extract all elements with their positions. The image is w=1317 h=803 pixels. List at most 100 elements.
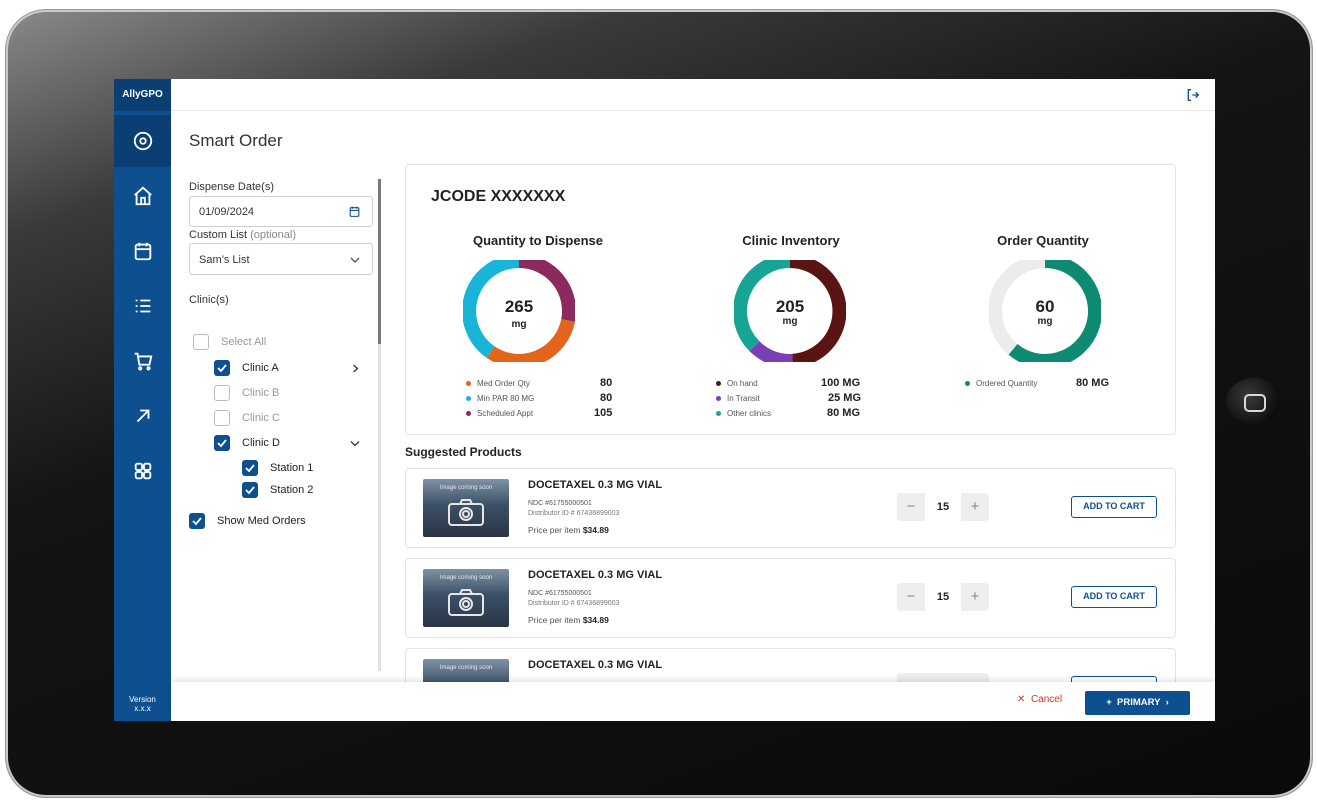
location-icon (133, 131, 152, 151)
legend-dot (716, 411, 721, 417)
clinic-c-label: Clinic C (242, 412, 280, 424)
check-icon (217, 364, 227, 373)
segment-med-order-qty (486, 318, 575, 362)
legend-label: Min PAR 80 MG (477, 394, 535, 403)
legend-in-transit: In Transit (716, 394, 760, 403)
donut-clinic-inventory (734, 260, 846, 362)
increment-button[interactable]: + (970, 498, 980, 515)
custom-list-label: Custom List (optional) (189, 229, 296, 241)
clinic-a-label: Clinic A (242, 362, 279, 374)
decrement-button[interactable]: − (906, 588, 916, 605)
check-icon (192, 517, 202, 526)
add-to-cart-button[interactable]: ADD TO CART (1071, 496, 1157, 518)
product-ndc: NDC #61755000501 (528, 500, 592, 507)
segment-other-clinics (734, 260, 791, 352)
order-unit: mg (1037, 316, 1053, 327)
quantity-value[interactable]: 15 (925, 583, 961, 611)
nav-calendar[interactable] (114, 225, 171, 277)
product-price: Price per item $34.89 (528, 525, 609, 535)
chevron-right-icon: › (1165, 697, 1169, 708)
price-label: Price per item (528, 525, 581, 535)
list-icon (135, 299, 150, 313)
filter-scrollbar[interactable] (378, 179, 381, 671)
app-screen: AllyGPO Version x.x.x Smart Order (114, 79, 1215, 721)
segment-min-par (463, 260, 520, 358)
dispense-total: 265 (504, 297, 534, 316)
chevron-down-icon (350, 257, 360, 263)
checkbox-station-1[interactable] (242, 460, 258, 476)
checkbox-clinic-a[interactable] (214, 360, 230, 376)
donut-quantity-to-dispense (463, 260, 575, 362)
inventory-unit: mg (782, 316, 798, 327)
version-info: Version x.x.x (114, 695, 171, 713)
checkbox-clinic-c[interactable] (214, 410, 230, 426)
chevron-down-icon[interactable] (350, 440, 360, 447)
legend-ordered-quantity: Ordered Quantity (965, 379, 1037, 388)
home-icon (133, 186, 152, 206)
top-bar (171, 79, 1215, 111)
nav-home[interactable] (114, 170, 171, 222)
check-icon (217, 439, 227, 448)
version-value: x.x.x (134, 704, 151, 713)
product-ndc: NDC #61755000501 (528, 590, 592, 597)
checkbox-show-med-orders[interactable] (189, 513, 205, 529)
legend-value: 80 MG (827, 407, 861, 419)
chart-title-dispense: Quantity to Dispense (472, 233, 604, 248)
legend-label: Scheduled Appt (477, 409, 534, 418)
clinic-b-label: Clinic B (242, 387, 280, 399)
check-icon (245, 464, 255, 473)
custom-list-value: Sam’s List (199, 254, 250, 266)
quantity-value[interactable]: 15 (925, 493, 961, 521)
product-distributor-id: Distributor ID # 67436899003 (528, 510, 620, 517)
logout-icon[interactable] (1185, 87, 1201, 103)
legend-dot (466, 396, 471, 402)
sidebar: AllyGPO Version x.x.x (114, 79, 171, 721)
optional-tag: (optional) (250, 229, 296, 241)
image-placeholder-text: Image coming soon (439, 575, 493, 581)
cart-icon (134, 352, 152, 371)
legend-dot (466, 381, 471, 387)
add-to-cart-button[interactable]: ADD TO CART (1071, 586, 1157, 608)
legend-value: 80 MG (1076, 377, 1110, 389)
custom-list-select[interactable]: Sam’s List (189, 243, 373, 275)
legend-value: 105 (594, 407, 613, 419)
checkbox-clinic-d[interactable] (214, 435, 230, 451)
quantity-stepper: − 15 + (897, 583, 989, 611)
legend-value: 80 (600, 377, 613, 389)
tablet-home-button (1226, 378, 1282, 424)
price-value: $34.89 (582, 615, 609, 625)
grid-icon (134, 462, 151, 480)
checkbox-station-2[interactable] (242, 482, 258, 498)
dispense-date-label: Dispense Date(s) (189, 181, 274, 193)
station-2-label: Station 2 (270, 484, 314, 496)
product-price: Price per item $34.89 (528, 615, 609, 625)
legend-scheduled-appt: Scheduled Appt (466, 409, 533, 418)
nav-location[interactable] (114, 115, 171, 167)
order-total: 60 (1035, 297, 1055, 316)
checkbox-clinic-b[interactable] (214, 385, 230, 401)
scrollbar-thumb[interactable] (378, 179, 381, 344)
nav-list[interactable] (114, 280, 171, 332)
legend-dot (716, 396, 721, 402)
chevron-right-icon[interactable] (352, 364, 359, 373)
station-1-label: Station 1 (270, 462, 314, 474)
nav-grid[interactable] (114, 445, 171, 497)
legend-value: 100 MG (821, 377, 861, 389)
arrow-up-right-icon (136, 409, 149, 423)
decrement-button[interactable]: − (906, 498, 916, 515)
calendar-icon (349, 206, 360, 217)
donut-order-quantity (989, 260, 1101, 362)
jcode-title: JCODE XXXXXXX (431, 188, 566, 205)
primary-button[interactable]: + PRIMARY › (1085, 691, 1190, 715)
segment-in-transit (749, 341, 793, 362)
legend-label: Other clinics (727, 409, 772, 418)
dispense-date-field[interactable]: 01/09/2024 (189, 196, 373, 227)
nav-cart[interactable] (114, 335, 171, 387)
camera-icon (448, 499, 484, 526)
increment-button[interactable]: + (970, 588, 980, 605)
cancel-button[interactable]: ✕ Cancel (1017, 694, 1062, 705)
chart-title-order: Order Quantity (997, 233, 1089, 248)
dispense-unit: mg (511, 319, 527, 330)
checkbox-select-all[interactable] (193, 334, 209, 350)
nav-arrow[interactable] (114, 390, 171, 442)
